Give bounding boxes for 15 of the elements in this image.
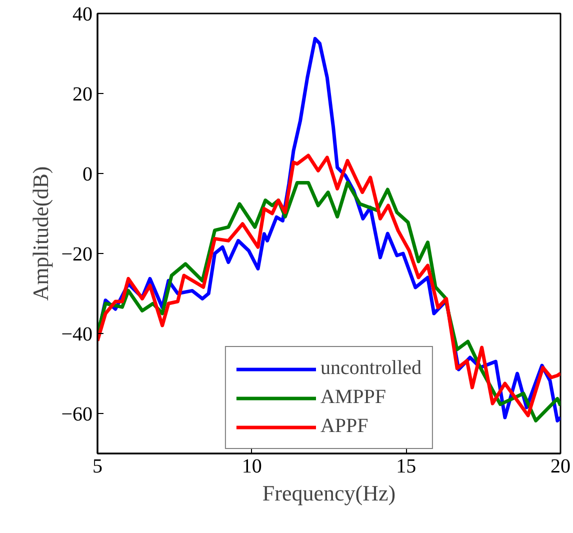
y-axis-title: Amplitude(dB) bbox=[28, 166, 54, 301]
legend-label: APPF bbox=[320, 415, 368, 438]
x-tick-label: 20 bbox=[550, 456, 570, 478]
legend-label: AMPPF bbox=[320, 386, 386, 409]
x-axis-title: Frequency(Hz) bbox=[262, 480, 396, 506]
x-tick-label: 15 bbox=[396, 456, 416, 478]
y-tick-label: −40 bbox=[61, 324, 92, 346]
x-tick-label: 5 bbox=[92, 456, 102, 478]
x-tick-label: 10 bbox=[242, 456, 262, 478]
y-tick-label: 20 bbox=[72, 84, 92, 106]
y-tick-label: −60 bbox=[61, 404, 92, 426]
y-tick-label: 0 bbox=[82, 164, 92, 186]
y-tick-label: −20 bbox=[61, 244, 92, 266]
y-tick-label: 40 bbox=[72, 4, 92, 26]
legend-label: uncontrolled bbox=[320, 357, 422, 380]
